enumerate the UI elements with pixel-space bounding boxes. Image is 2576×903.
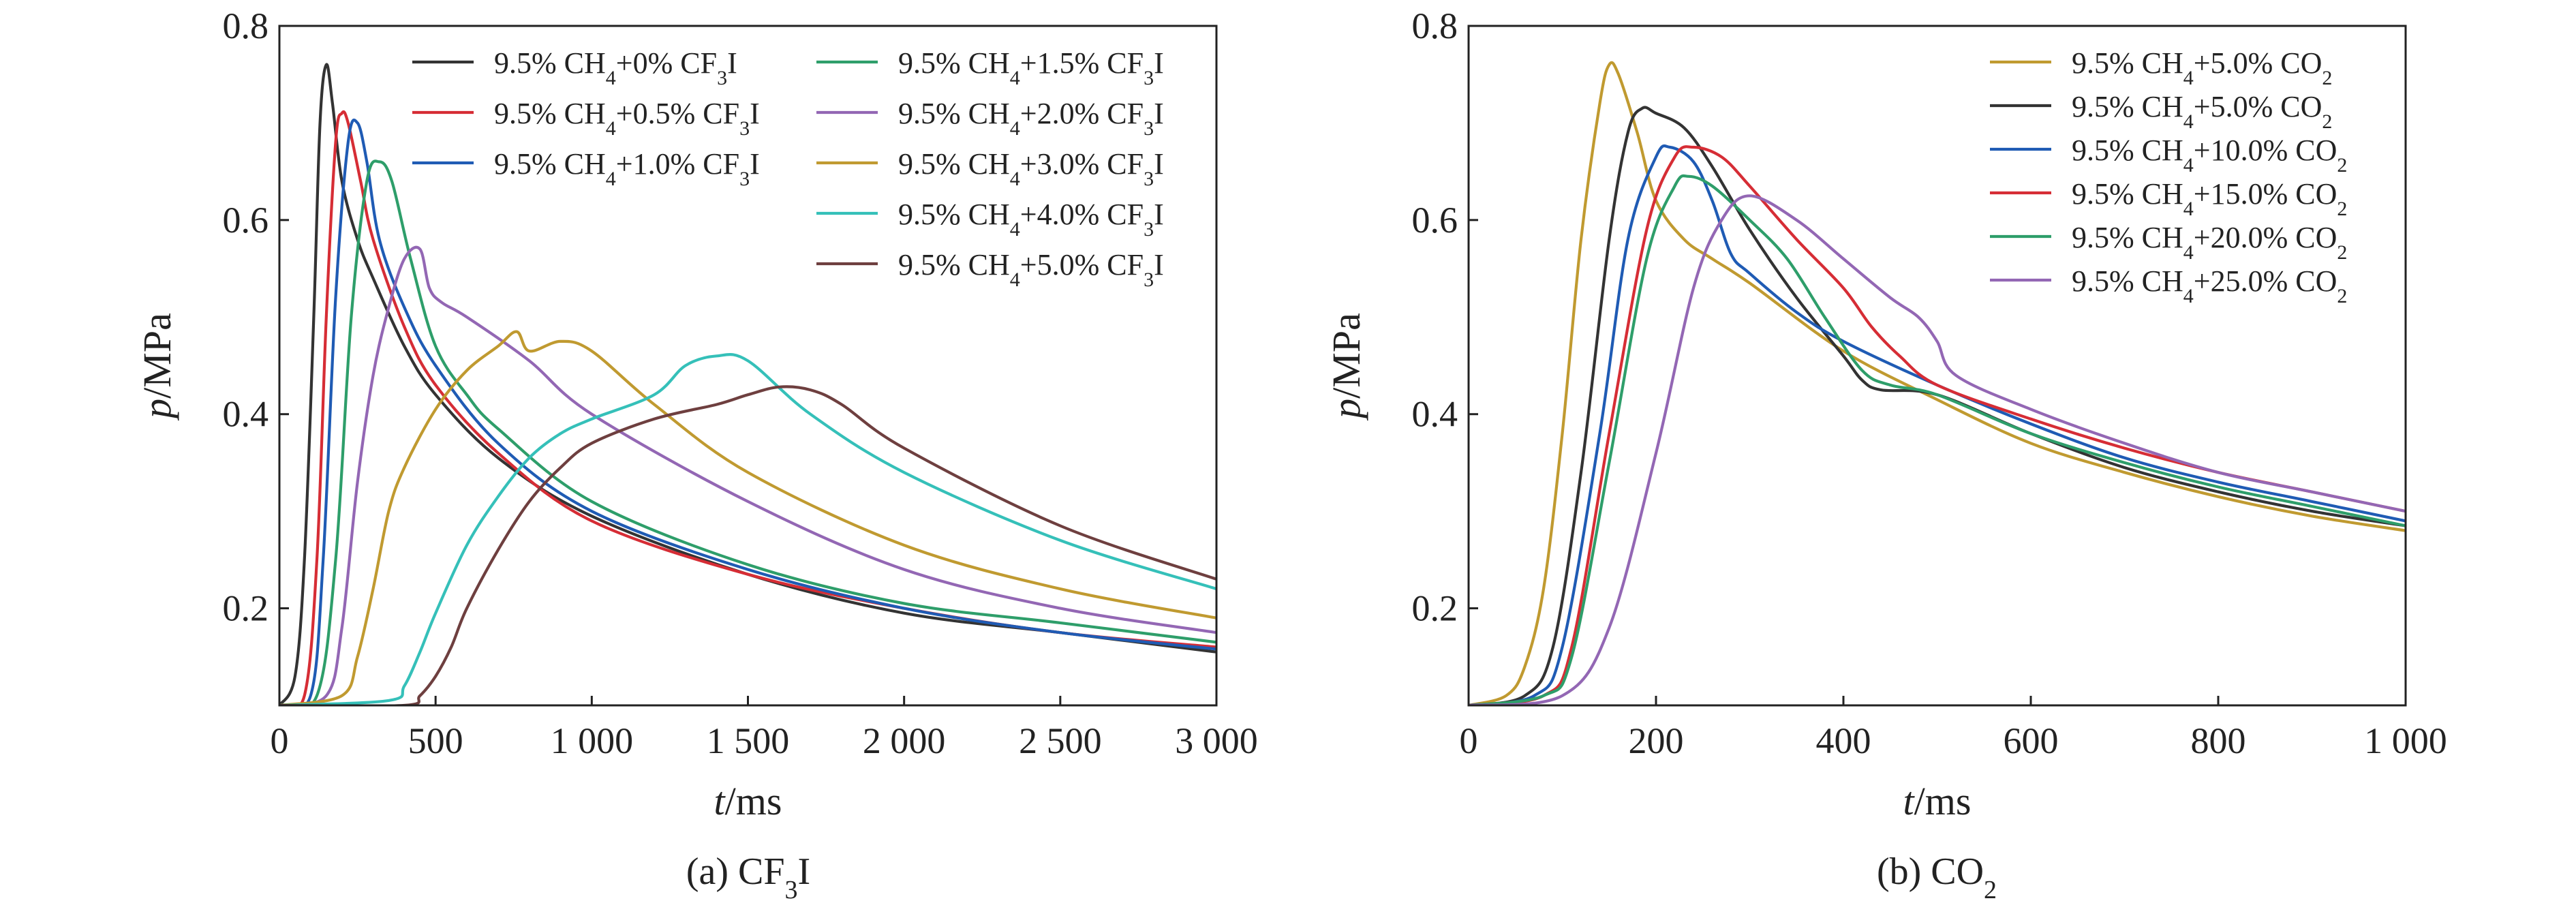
- y-tick-label-b-0: 0.2: [1412, 588, 1458, 629]
- series-lines-a: [279, 63, 1216, 705]
- legend-label-a-7: 9.5% CH4+4.0% CF3I: [898, 198, 1164, 241]
- y-axis-title-a: p/MPa: [135, 313, 179, 421]
- x-tick-label-b-0: 0: [1460, 720, 1478, 761]
- chart-panel-a: 0 500 1 000 1 500 2 000 2 500 3 000 0.2 0.4 0.6 0.…: [135, 5, 1258, 903]
- plot-frame-b: [1467, 25, 2407, 707]
- y-tick-label-a-1: 0.4: [223, 394, 269, 435]
- panel-caption-b: (b) CO2: [1877, 851, 1997, 903]
- series-line-a-5: [279, 245, 1216, 705]
- x-tick-label-b-3: 600: [2004, 720, 2059, 761]
- legend-label-b-6: 9.5% CH4+25.0% CO2: [2072, 264, 2347, 307]
- series-line-b-1: [1469, 61, 2406, 705]
- series-lines-b: [1469, 61, 2406, 705]
- x-tick-label-b-1: 200: [1629, 720, 1684, 761]
- series-line-b-5: [1469, 174, 2406, 705]
- legend-label-b-4: 9.5% CH4+15.0% CO2: [2072, 177, 2347, 220]
- legend-label-a-3: 9.5% CH4+1.0% CF3I: [494, 147, 760, 190]
- legend-label-a-6: 9.5% CH4+3.0% CF3I: [898, 147, 1164, 190]
- x-tick-label-a-4: 2 000: [863, 720, 946, 761]
- series-line-a-1: [279, 63, 1216, 705]
- x-tick-label-a-3: 1 500: [707, 720, 790, 761]
- legend-label-a-8: 9.5% CH4+5.0% CF3I: [898, 248, 1164, 291]
- x-tick-label-a-1: 500: [408, 720, 463, 761]
- legend-label-a-2: 9.5% CH4+0.5% CF3I: [494, 97, 760, 140]
- chart-panel-b: 0 200 400 600 800 1 000 0.2 0.4 0.6 0.8 t/ms p/MPa 9…: [1324, 5, 2447, 903]
- legend-label-a-5: 9.5% CH4+2.0% CF3I: [898, 97, 1164, 140]
- legend-a: 9.5% CH4+0% CF3I 9.5% CH4+0.5% CF3I 9.5% C…: [412, 46, 1164, 291]
- x-tick-label-b-4: 800: [2191, 720, 2246, 761]
- y-tick-label-a-3: 0.8: [223, 5, 269, 46]
- x-tick-label-b-5: 1 000: [2364, 720, 2447, 761]
- y-tick-label-b-3: 0.8: [1412, 5, 1458, 46]
- series-line-a-3: [279, 118, 1216, 705]
- legend-label-b-3: 9.5% CH4+10.0% CO2: [2072, 134, 2347, 177]
- y-tick-label-b-2: 0.6: [1412, 200, 1458, 241]
- legend-label-b-5: 9.5% CH4+20.0% CO2: [2072, 221, 2347, 264]
- panel-caption-a: (a) CF3I: [686, 851, 810, 903]
- series-line-a-8: [279, 385, 1216, 705]
- legend-label-a-4: 9.5% CH4+1.5% CF3I: [898, 46, 1164, 89]
- legend-label-b-1: 9.5% CH4+5.0% CO2: [2072, 46, 2332, 89]
- series-line-b-3: [1469, 144, 2406, 705]
- series-line-a-6: [279, 330, 1216, 705]
- x-tick-label-a-0: 0: [271, 720, 289, 761]
- y-tick-label-b-1: 0.4: [1412, 394, 1458, 435]
- y-tick-label-a-0: 0.2: [223, 588, 269, 629]
- series-line-b-4: [1469, 145, 2406, 705]
- x-axis-title-b: t/ms: [1903, 779, 1972, 823]
- x-axis-title-a: t/ms: [714, 779, 782, 823]
- x-tick-label-a-2: 1 000: [551, 720, 634, 761]
- series-line-b-6: [1469, 194, 2406, 705]
- series-line-b-2: [1469, 106, 2406, 705]
- y-tick-label-a-2: 0.6: [223, 200, 269, 241]
- y-axis-title-b: p/MPa: [1324, 313, 1368, 421]
- x-tick-label-a-6: 3 000: [1175, 720, 1258, 761]
- series-line-a-7: [279, 352, 1216, 705]
- series-line-a-4: [279, 159, 1216, 705]
- legend-label-a-1: 9.5% CH4+0% CF3I: [494, 46, 737, 89]
- x-tick-label-b-2: 400: [1816, 720, 1871, 761]
- x-tick-label-a-5: 2 500: [1019, 720, 1102, 761]
- legend-label-b-2: 9.5% CH4+5.0% CO2: [2072, 90, 2332, 133]
